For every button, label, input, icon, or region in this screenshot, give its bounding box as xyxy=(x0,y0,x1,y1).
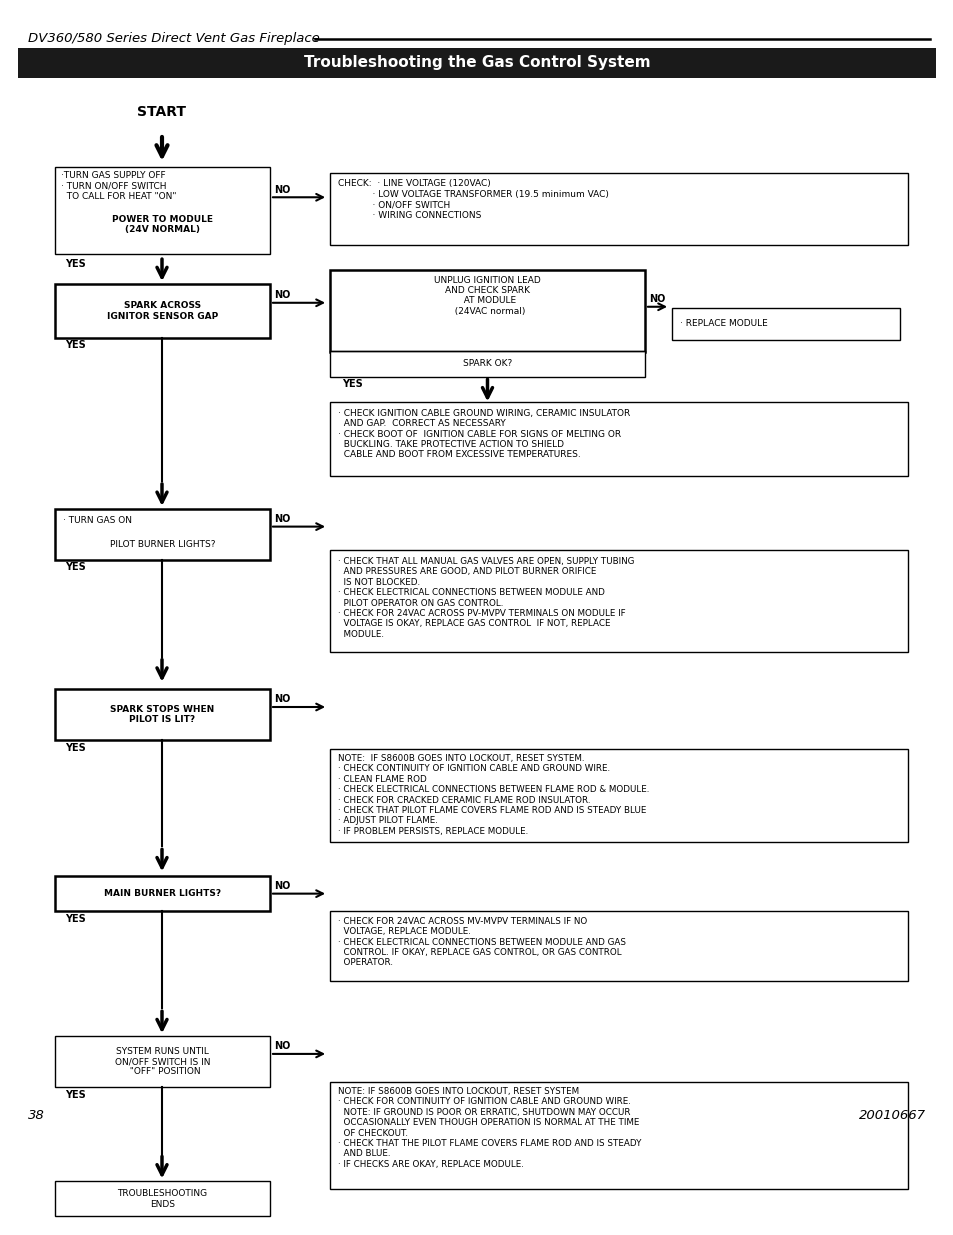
Text: YES: YES xyxy=(341,379,362,389)
Text: NO: NO xyxy=(274,881,290,890)
Text: Troubleshooting the Gas Control System: Troubleshooting the Gas Control System xyxy=(303,56,650,70)
Bar xyxy=(55,509,270,559)
Text: NOTE: IF S8600B GOES INTO LOCKOUT, RESET SYSTEM
· CHECK FOR CONTINUITY OF IGNITI: NOTE: IF S8600B GOES INTO LOCKOUT, RESET… xyxy=(337,1087,640,1168)
Text: MAIN BURNER LIGHTS?: MAIN BURNER LIGHTS? xyxy=(104,889,221,898)
Text: 20010667: 20010667 xyxy=(858,1109,925,1123)
Bar xyxy=(671,308,899,340)
Text: TROUBLESHOOTING
ENDS: TROUBLESHOOTING ENDS xyxy=(117,1189,208,1209)
Bar xyxy=(18,48,935,78)
Bar xyxy=(55,689,270,740)
Bar xyxy=(330,270,644,352)
Text: · REPLACE MODULE: · REPLACE MODULE xyxy=(679,320,767,329)
Bar xyxy=(330,403,907,477)
Text: SPARK OK?: SPARK OK? xyxy=(462,359,512,368)
Text: YES: YES xyxy=(65,562,86,573)
Text: DV360/580 Series Direct Vent Gas Fireplace: DV360/580 Series Direct Vent Gas Firepla… xyxy=(28,32,319,46)
Bar xyxy=(330,351,644,377)
Bar xyxy=(330,173,907,246)
Text: YES: YES xyxy=(65,259,86,269)
Text: SPARK STOPS WHEN
PILOT IS LIT?: SPARK STOPS WHEN PILOT IS LIT? xyxy=(111,705,214,725)
Bar xyxy=(330,1082,907,1189)
Text: SYSTEM RUNS UNTIL
ON/OFF SWITCH IS IN
  "OFF" POSITION: SYSTEM RUNS UNTIL ON/OFF SWITCH IS IN "O… xyxy=(114,1046,210,1077)
Bar xyxy=(55,876,270,911)
Text: START: START xyxy=(137,105,186,120)
Text: NO: NO xyxy=(274,694,290,704)
Text: NO: NO xyxy=(274,290,290,300)
Text: · TURN GAS ON: · TURN GAS ON xyxy=(63,516,132,525)
Bar xyxy=(330,911,907,981)
Bar xyxy=(55,1182,270,1216)
Text: NO: NO xyxy=(274,514,290,524)
Text: NO: NO xyxy=(274,1041,290,1051)
Text: YES: YES xyxy=(65,914,86,924)
Text: · CHECK THAT ALL MANUAL GAS VALVES ARE OPEN, SUPPLY TUBING
  AND PRESSURES ARE G: · CHECK THAT ALL MANUAL GAS VALVES ARE O… xyxy=(337,557,634,638)
Text: YES: YES xyxy=(65,341,86,351)
Text: NO: NO xyxy=(274,185,290,195)
Text: YES: YES xyxy=(65,1089,86,1099)
Text: SPARK ACROSS
IGNITOR SENSOR GAP: SPARK ACROSS IGNITOR SENSOR GAP xyxy=(107,301,218,321)
Text: NOTE:  IF S8600B GOES INTO LOCKOUT, RESET SYSTEM.
· CHECK CONTINUITY OF IGNITION: NOTE: IF S8600B GOES INTO LOCKOUT, RESET… xyxy=(337,753,649,836)
Text: CHECK:  · LINE VOLTAGE (120VAC)
            · LOW VOLTAGE TRANSFORMER (19.5 mini: CHECK: · LINE VOLTAGE (120VAC) · LOW VOL… xyxy=(337,179,608,220)
Text: 38: 38 xyxy=(28,1109,45,1123)
Bar xyxy=(55,1036,270,1087)
Text: UNPLUG IGNITION LEAD
AND CHECK SPARK
  AT MODULE
  (24VAC normal): UNPLUG IGNITION LEAD AND CHECK SPARK AT … xyxy=(434,275,540,316)
Bar xyxy=(55,284,270,337)
Bar xyxy=(55,167,270,254)
Text: · CHECK IGNITION CABLE GROUND WIRING, CERAMIC INSULATOR
  AND GAP.  CORRECT AS N: · CHECK IGNITION CABLE GROUND WIRING, CE… xyxy=(337,409,630,459)
Text: YES: YES xyxy=(65,742,86,753)
Text: ·TURN GAS SUPPLY OFF
· TURN ON/OFF SWITCH
  TO CALL FOR HEAT "ON": ·TURN GAS SUPPLY OFF · TURN ON/OFF SWITC… xyxy=(61,172,176,201)
Text: · CHECK FOR 24VAC ACROSS MV-MVPV TERMINALS IF NO
  VOLTAGE, REPLACE MODULE.
· CH: · CHECK FOR 24VAC ACROSS MV-MVPV TERMINA… xyxy=(337,916,625,967)
Bar xyxy=(330,750,907,842)
Text: POWER TO MODULE
(24V NORMAL): POWER TO MODULE (24V NORMAL) xyxy=(112,215,213,235)
Bar xyxy=(330,551,907,652)
Text: NO: NO xyxy=(648,294,664,304)
Text: PILOT BURNER LIGHTS?: PILOT BURNER LIGHTS? xyxy=(110,540,215,548)
